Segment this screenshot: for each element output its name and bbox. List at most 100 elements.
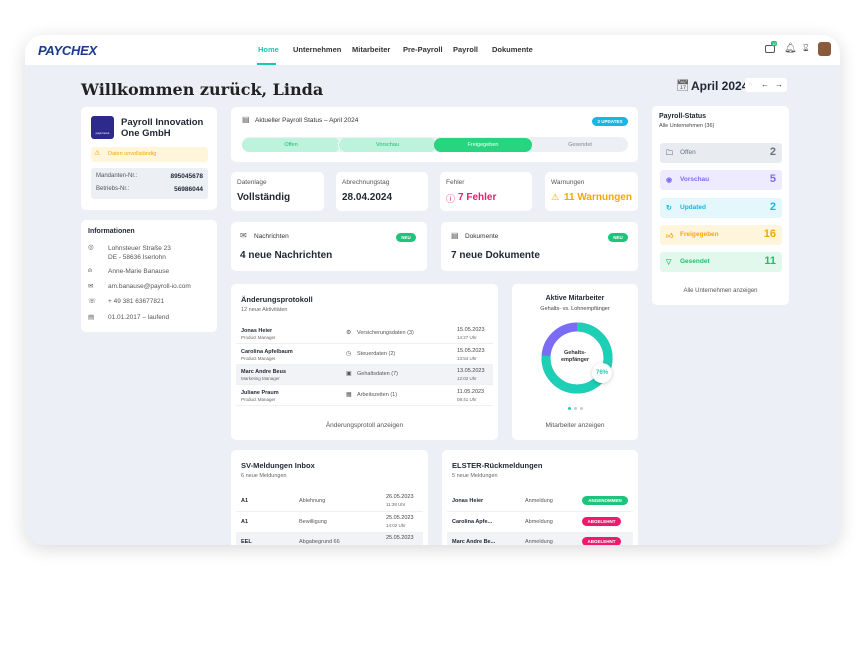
document-icon: ▤ xyxy=(242,115,250,124)
documents-value: 7 neue Dokumente xyxy=(451,250,540,261)
location-icon: ◎ xyxy=(88,244,94,251)
page-title: Willkommen zurück, Linda xyxy=(81,80,324,99)
row-date: 26.05.2023 xyxy=(386,494,414,500)
kpi-value: Vollständig xyxy=(237,192,291,203)
status-count: 2 xyxy=(769,146,776,158)
changelog-row[interactable]: Jonas Heier Product Manager ⚙ Versicheru… xyxy=(236,324,493,344)
status-count: 16 xyxy=(763,227,776,240)
row-item: Gehaltsdaten (7) xyxy=(357,371,398,377)
row-date: 15.05.2023 xyxy=(457,347,485,354)
contact-name: Anne-Marie Banause xyxy=(108,268,170,275)
phone-icon: ☏ xyxy=(88,298,97,305)
next-button[interactable]: → xyxy=(775,80,783,89)
nav-pre-payroll[interactable]: Pre-Payroll xyxy=(403,45,443,54)
carousel-dot[interactable] xyxy=(568,407,571,410)
kpi-label: Datenlage xyxy=(237,179,267,186)
status-item-offen[interactable]: 🗀︎ Offen 2 xyxy=(660,143,782,163)
person-icon: ⍝ xyxy=(88,267,92,274)
row-code: A1 xyxy=(241,498,249,504)
elster-row[interactable]: Jonas Heier Anmeldung ANGENOMMEN xyxy=(447,492,633,512)
row-code: EEL xyxy=(241,539,252,545)
step-offen[interactable]: Offen xyxy=(242,137,340,152)
kpi-fehler[interactable]: Fehler ⓘ 7 Fehler xyxy=(440,172,532,211)
status-item-updated[interactable]: ↻︎ Updated 2 xyxy=(660,197,782,218)
changelog-title: Änderungsprotokoll xyxy=(241,295,313,304)
nav-payroll[interactable]: Payroll xyxy=(453,45,479,54)
warning-icon: ⚠ xyxy=(94,150,101,157)
address: Lohnsteuer Straße 23 DE - 58636 Iserlohn xyxy=(108,244,171,262)
warning-icon: ⚠ xyxy=(551,192,560,202)
prev-button[interactable]: ← xyxy=(761,80,769,89)
status-item-gesendet[interactable]: ▽︎ Gesendet 11 xyxy=(660,252,782,273)
kpi-label: Warnungen xyxy=(551,179,585,186)
kpi-label: Fehler xyxy=(446,179,465,186)
address-line-2: DE - 58636 Iserlohn xyxy=(108,254,166,261)
row-time: 13:54 Uhr xyxy=(457,355,477,361)
row-name: Marc Andre Beus xyxy=(241,369,287,375)
calendar-button[interactable]: ▫ xyxy=(749,80,752,89)
sv-row[interactable]: A1 Bewilligung 25.05.2023 14:02 Uhr xyxy=(236,513,423,533)
elster-row[interactable]: Marc Andre Be... Anmeldung ABGELEHNT xyxy=(447,533,633,545)
documents-card[interactable]: ▤ Dokumente NEU 7 neue Dokumente xyxy=(441,222,638,271)
status-label: Offen xyxy=(680,149,696,156)
row-item: Steuerdaten (2) xyxy=(357,350,396,357)
status-panel-link[interactable]: Alle Unternehmen anzeigen xyxy=(683,288,758,294)
changelog-link[interactable]: Änderungsprotoll anzeigen xyxy=(325,422,404,429)
avatar[interactable] xyxy=(818,42,831,56)
error-icon: ⓘ xyxy=(446,194,456,204)
changelog-subtitle: 12 neue Aktivitäten xyxy=(241,307,288,313)
company-name-1: Payroll Innovation xyxy=(121,117,204,128)
row-time: 11:38 Uhr xyxy=(386,502,406,507)
row-date: 11.05.2023 xyxy=(457,388,485,395)
carousel-dot[interactable] xyxy=(580,407,583,410)
kpi-label: Abrechnungstag xyxy=(342,179,390,186)
row-date: 25.05.2023 xyxy=(386,514,414,521)
status-label: Vorschau xyxy=(680,176,710,184)
elster-row[interactable]: Carolina Apfe... Abmeldung ABGELEHNT xyxy=(447,513,633,533)
kpi-value: 28.04.2024 xyxy=(342,192,393,203)
center-line-2: empfänger xyxy=(560,357,590,363)
kpi-warnungen[interactable]: Warnungen ⚠ 11 Warnungen xyxy=(545,172,638,211)
messages-label: Nachrichten xyxy=(254,233,289,240)
row-time: 08:41 Uhr xyxy=(457,396,477,402)
status-item-vorschau[interactable]: ◉︎ Vorschau 5 xyxy=(660,170,782,191)
row-type: Abgabegrund 66 xyxy=(299,539,340,545)
paychex-logo: PAYCHEX xyxy=(38,43,97,58)
nav-mitarbeiter[interactable]: Mitarbeiter xyxy=(352,45,391,54)
info-card: Informationen ◎ Lohnsteuer Straße 23 DE -… xyxy=(81,220,217,332)
row-date: 25.05.2023 xyxy=(386,535,414,541)
center-line-1: Gehalts- xyxy=(563,350,586,356)
step-gesendet[interactable]: Gesendet xyxy=(568,141,592,148)
nav-home[interactable]: Home xyxy=(258,45,279,54)
top-nav: PAYCHEX Home Unternehmen Mitarbeiter Pre… xyxy=(25,35,840,65)
phone: + 49 381 63677821 xyxy=(108,298,165,305)
donut-salary-segment xyxy=(541,322,613,394)
mail-icon[interactable]: 12 xyxy=(765,41,778,53)
carousel-dot[interactable] xyxy=(574,407,577,410)
hourglass-icon[interactable]: ⌛︎ xyxy=(803,43,809,53)
nav-unternehmen[interactable]: Unternehmen xyxy=(293,45,342,54)
step-vorschau[interactable]: Vorschau xyxy=(338,137,436,152)
mail-icon: ✉ xyxy=(240,231,247,240)
step-freigegeben[interactable]: Freigegeben xyxy=(434,137,532,152)
employees-card: Aktive Mitarbeiter Gehalts- vs. Lohnempf… xyxy=(512,284,638,440)
changelog-row[interactable]: Carolina Apfelbaum Product Manager ◷ Ste… xyxy=(236,345,493,365)
messages-card[interactable]: ✉ Nachrichten NEU 4 neue Nachrichten xyxy=(231,222,427,271)
changelog-row[interactable]: Juliane Praum Product Manager ▦ Arbeitsz… xyxy=(236,386,493,406)
app-window: PAYCHEX Home Unternehmen Mitarbeiter Pre… xyxy=(25,35,840,545)
nav-dokumente[interactable]: Dokumente xyxy=(492,45,533,54)
sv-row[interactable]: A1 Ablehnung 26.05.2023 11:38 Uhr xyxy=(236,492,423,512)
category-icon: ⚙ xyxy=(346,330,352,336)
address-line-1: Lohnsteuer Straße 23 xyxy=(108,245,171,252)
row-item: Versicherungsdaten (3) xyxy=(357,330,414,336)
changelog-row[interactable]: Marc Andre Beus Marketing Manager ▣ Geha… xyxy=(236,365,493,385)
bell-icon[interactable]: 🔔︎ xyxy=(784,43,797,54)
row-type: Ablehnung xyxy=(299,498,326,504)
sv-row[interactable]: EEL Abgabegrund 66 25.05.2023 xyxy=(236,533,423,545)
status-item-freigegeben[interactable]: 👍︎ Freigegeben 16 xyxy=(660,224,782,245)
mail-badge: 12 xyxy=(771,41,778,46)
row-role: Product Manager xyxy=(241,396,276,402)
email[interactable]: am.banause@payroll-io.com xyxy=(108,283,191,290)
employees-link[interactable]: Mitarbeiter anzeigen xyxy=(545,422,605,429)
active-tab-indicator xyxy=(257,63,276,65)
